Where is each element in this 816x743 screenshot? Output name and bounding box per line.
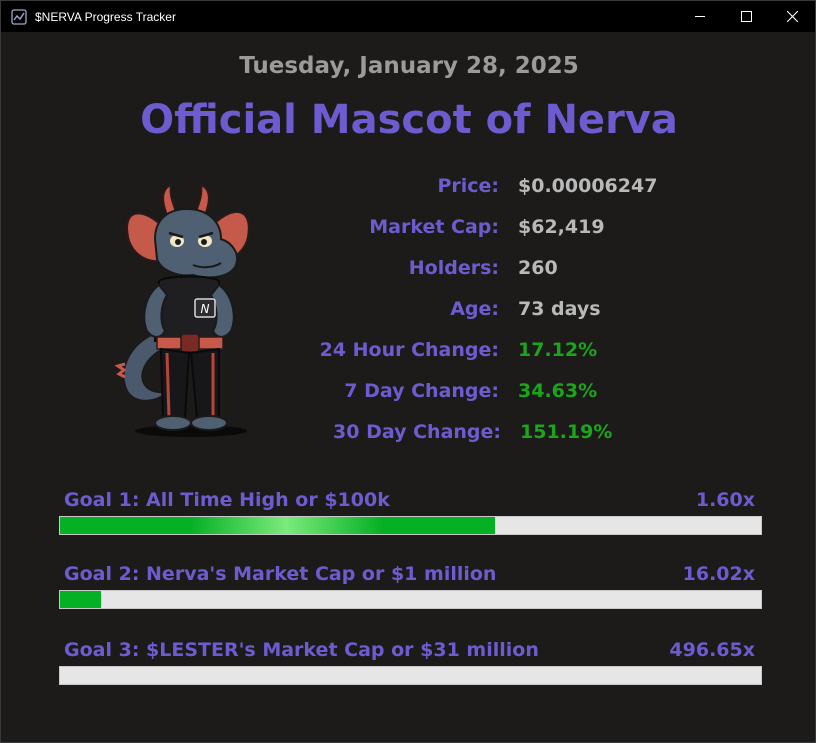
stat-row-7d-change: 7 Day Change: 34.63% — [291, 378, 691, 408]
maximize-button[interactable] — [723, 1, 769, 32]
stat-label: 7 Day Change: — [344, 380, 499, 402]
progress-fill — [60, 517, 495, 534]
goal-label: Goal 3: $LESTER's Market Cap or $31 mill… — [64, 639, 539, 661]
stat-row-holders: Holders: 260 — [291, 255, 691, 285]
progress-fill — [60, 591, 101, 608]
window-title: $NERVA Progress Tracker — [35, 9, 176, 24]
current-date: Tuesday, January 28, 2025 — [239, 53, 579, 79]
goal-2: Goal 2: Nerva's Market Cap or $1 million… — [59, 563, 763, 619]
title-bar[interactable]: $NERVA Progress Tracker — [1, 1, 815, 32]
stat-value: 73 days — [518, 298, 601, 320]
stat-value: 34.63% — [518, 380, 598, 402]
stat-row-30d-change: 30 Day Change: 151.19% — [291, 419, 691, 449]
goal-progress-bar — [59, 590, 762, 609]
goal-multiplier: 496.65x — [669, 639, 755, 661]
close-icon — [786, 11, 798, 22]
stat-row-24h-change: 24 Hour Change: 17.12% — [291, 337, 691, 367]
page-title: Official Mascot of Nerva — [140, 97, 678, 143]
stat-label: 30 Day Change: — [333, 421, 501, 443]
goal-label: Goal 1: All Time High or $100k — [64, 489, 390, 511]
stat-value: $0.00006247 — [518, 175, 658, 197]
stat-value: $62,419 — [518, 216, 605, 238]
stat-label: Age: — [450, 298, 499, 320]
goal-3: Goal 3: $LESTER's Market Cap or $31 mill… — [59, 639, 763, 695]
goal-progress-bar — [59, 516, 762, 535]
minimize-button[interactable] — [677, 1, 723, 32]
window-controls — [677, 1, 815, 32]
stat-label: Price: — [437, 175, 499, 197]
stat-row-age: Age: 73 days — [291, 296, 691, 326]
goal-1: Goal 1: All Time High or $100k 1.60x — [59, 489, 763, 545]
goal-multiplier: 1.60x — [695, 489, 755, 511]
stat-value: 260 — [518, 257, 558, 279]
mascot-badge-text: N — [201, 302, 210, 316]
stat-value: 17.12% — [518, 339, 598, 361]
maximize-icon — [740, 11, 752, 22]
stat-label: Holders: — [408, 257, 499, 279]
dragon-mascot-image: N — [114, 183, 250, 437]
close-button[interactable] — [769, 1, 815, 32]
goal-progress-bar — [59, 666, 762, 685]
stat-row-price: Price: $0.00006247 — [291, 173, 691, 203]
stat-label: Market Cap: — [369, 216, 499, 238]
goal-multiplier: 16.02x — [682, 563, 755, 585]
chart-app-icon — [11, 8, 27, 25]
minimize-icon — [694, 16, 705, 17]
stat-row-market-cap: Market Cap: $62,419 — [291, 214, 691, 244]
stat-value: 151.19% — [520, 421, 613, 443]
stat-label: 24 Hour Change: — [319, 339, 499, 361]
goal-label: Goal 2: Nerva's Market Cap or $1 million — [64, 563, 497, 585]
